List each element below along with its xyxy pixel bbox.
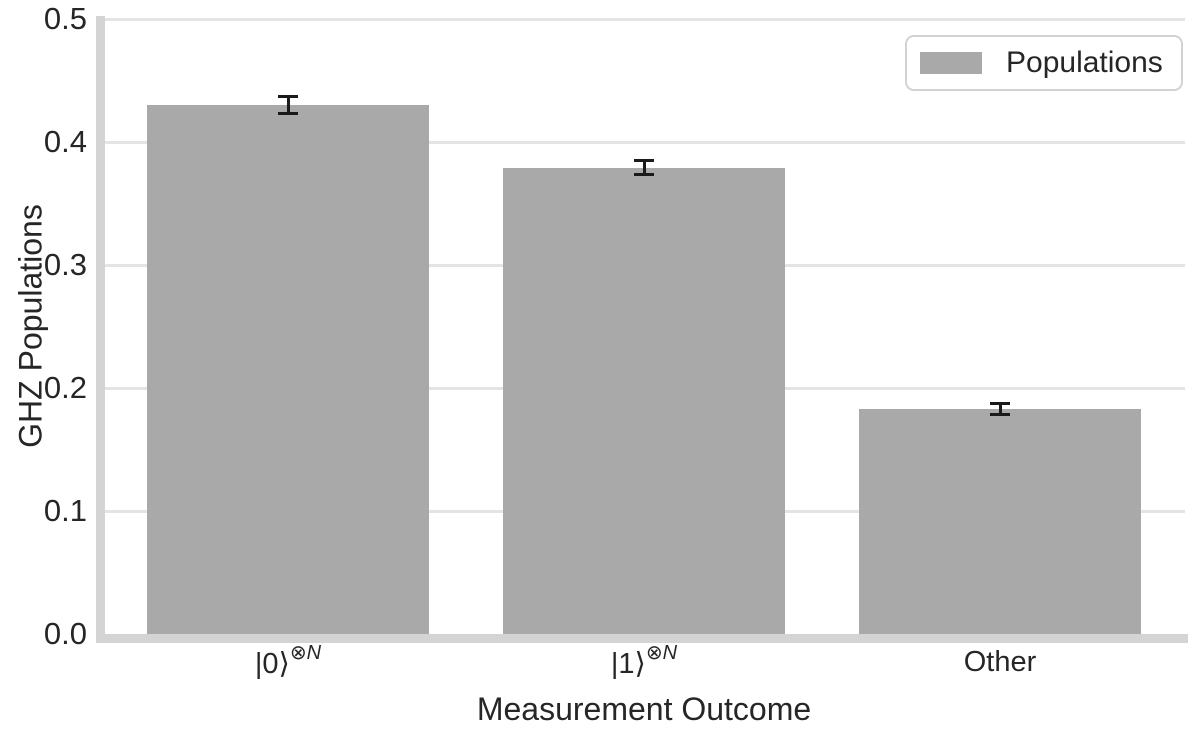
x-tick-label: Other [822, 646, 1178, 679]
x-tick-base: |0⟩ [254, 648, 290, 680]
x-axis-spine [96, 634, 1188, 643]
x-axis-label: Measurement Outcome [476, 691, 812, 727]
error-bar [990, 401, 1010, 417]
gridline [105, 141, 1185, 144]
x-tick-label: |1⟩⊗N [466, 643, 822, 681]
y-tick-label: 0.4 [43, 124, 87, 159]
gridline [105, 18, 1185, 21]
y-tick-label: 0.5 [43, 1, 87, 36]
bar [503, 167, 785, 634]
legend-label: Populations [1006, 46, 1163, 79]
error-bar-stem [286, 95, 290, 115]
error-bar-stem [642, 159, 646, 177]
legend-swatch-icon [920, 52, 982, 74]
x-tick-label: |0⟩⊗N [110, 643, 466, 681]
error-bar [278, 95, 298, 115]
y-tick-label: 0.0 [43, 616, 87, 651]
y-tick-label: 0.3 [43, 247, 87, 282]
x-tick-superscript: ⊗N [289, 642, 322, 664]
x-tick-base: |1⟩ [610, 648, 646, 680]
y-tick-label: 0.2 [43, 370, 87, 405]
x-tick-superscript: ⊗N [645, 642, 678, 664]
bar [859, 408, 1141, 634]
y-axis-spine [96, 16, 105, 643]
legend: Populations [905, 35, 1183, 91]
y-axis-label: GHZ Populations [12, 204, 49, 448]
error-bar-stem [998, 401, 1002, 417]
y-tick-label: 0.1 [43, 493, 87, 528]
x-tick-base: Other [963, 646, 1037, 678]
bar [147, 105, 429, 634]
error-bar [634, 159, 654, 177]
